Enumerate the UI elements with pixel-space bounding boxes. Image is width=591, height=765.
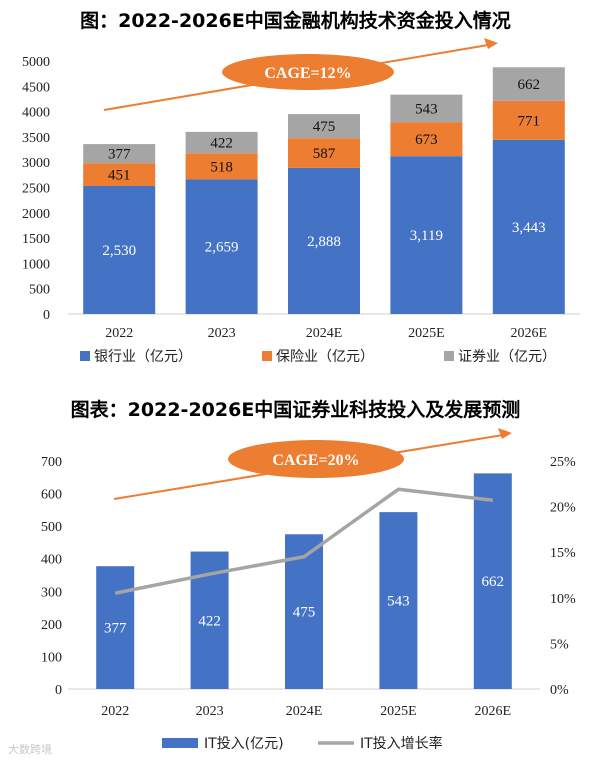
data-label: 2,659 (205, 240, 239, 256)
data-label: 422 (198, 613, 221, 629)
bar-segment-bank (288, 167, 360, 314)
bar-segment-insurance (390, 122, 463, 157)
data-label: 771 (518, 113, 541, 129)
legend-label: 保险业（亿元） (276, 349, 374, 365)
x-tick-label: 2024E (286, 704, 323, 719)
legend-label: IT投入增长率 (360, 735, 443, 752)
y-tick-label: 500 (41, 520, 62, 535)
y-tick-label: 0 (43, 308, 50, 323)
bar-segment-insurance (492, 100, 565, 140)
trend-arrowhead (484, 38, 498, 49)
x-tick-label: 2026E (475, 704, 512, 719)
bar-it-investment (473, 473, 512, 689)
legend-swatch (262, 351, 272, 361)
y2-tick-label: 20% (550, 501, 576, 516)
chart1-title: 图：2022-2026E中国金融机构技术资金投入情况 (80, 10, 511, 32)
data-label: 377 (108, 147, 131, 163)
bar-segment-bank (185, 179, 258, 314)
y-tick-label: 2000 (22, 207, 50, 222)
bar-segment-insurance (185, 153, 258, 180)
bar-it-investment (379, 512, 418, 689)
data-label: 662 (482, 574, 505, 590)
bar-segment-bank (83, 185, 156, 314)
y-tick-label: 5000 (22, 55, 50, 70)
cage-ellipse (228, 440, 404, 478)
bar-segment-insurance (83, 163, 156, 186)
data-label: 475 (293, 605, 316, 621)
y-tick-label: 2500 (22, 182, 50, 197)
y-tick-label: 300 (41, 585, 62, 600)
data-label: 662 (518, 77, 541, 93)
chart1-stacked-bar: 0 500 1000 1500 2000 2500 3000 3500 4000 4500 5000… (22, 38, 580, 365)
cage-label: CAGE=20% (272, 452, 359, 469)
y-tick-label: 400 (41, 553, 62, 568)
data-label: 518 (210, 159, 233, 175)
bar-segment-securities (185, 131, 258, 154)
y-tick-label: 100 (41, 650, 62, 665)
y-tick-label: 3000 (22, 156, 50, 171)
y-tick-label: 600 (41, 488, 62, 503)
y2-tick-label: 25% (550, 455, 576, 470)
data-label: 543 (387, 594, 410, 610)
x-tick-label: 2024E (306, 326, 343, 341)
bar-segment-securities (83, 144, 156, 164)
data-label: 2,888 (307, 234, 341, 250)
chart2-title: 图表：2022-2026E中国证券业科技投入及发展预测 (70, 399, 521, 421)
growth-rate-line (114, 487, 494, 595)
legend-swatch (444, 351, 454, 361)
y-tick-label: 1500 (22, 232, 50, 247)
x-tick-label: 2022 (101, 704, 129, 719)
data-label: 543 (415, 101, 438, 117)
cage-label: CAGE=12% (264, 65, 351, 82)
data-label: 3,119 (410, 228, 443, 244)
data-label: 2,530 (102, 243, 136, 259)
legend-swatch (80, 351, 90, 361)
y2-tick-label: 0% (550, 683, 569, 698)
watermark: 大数跨境 (8, 743, 52, 756)
y2-tick-label: 10% (550, 592, 576, 607)
legend-label: 银行业（亿元） (94, 349, 192, 365)
data-label: 422 (210, 136, 233, 152)
bar-segment-bank (390, 156, 463, 314)
bar-segment-securities (492, 67, 565, 101)
data-label: 451 (108, 168, 131, 184)
bar-segment-bank (492, 139, 565, 314)
data-label: 475 (313, 119, 336, 135)
y2-tick-label: 15% (550, 546, 576, 561)
y-tick-label: 0 (55, 683, 62, 698)
x-tick-label: 2023 (196, 704, 224, 719)
y2-tick-label: 5% (550, 637, 569, 652)
bar-segment-securities (288, 114, 360, 139)
legend-swatch (162, 738, 198, 748)
bar-segment-insurance (288, 138, 360, 168)
y-tick-label: 500 (29, 283, 50, 298)
data-label: 673 (415, 132, 438, 148)
y-tick-label: 4500 (22, 80, 50, 95)
x-tick-label: 2023 (208, 326, 236, 341)
y-tick-label: 200 (41, 618, 62, 633)
data-label: 377 (104, 621, 127, 637)
y-tick-label: 3500 (22, 131, 50, 146)
cage-ellipse (222, 54, 394, 90)
x-tick-label: 2022 (105, 326, 133, 341)
x-tick-label: 2026E (511, 326, 548, 341)
data-label: 3,443 (512, 220, 546, 236)
chart2-bar-line: 0 100 200 300 400 500 600 700 0% 5% 10% 15% 20% 25% 37… (41, 428, 576, 752)
y-tick-label: 700 (41, 455, 62, 470)
y-tick-label: 4000 (22, 106, 50, 121)
data-label: 587 (313, 146, 336, 162)
bar-it-investment (96, 566, 135, 689)
bar-segment-securities (390, 94, 463, 123)
legend-label: IT投入(亿元) (204, 736, 284, 752)
x-tick-label: 2025E (380, 704, 417, 719)
x-tick-label: 2025E (408, 326, 445, 341)
trend-arrowhead (498, 428, 512, 439)
legend-label: 证券业（亿元） (458, 349, 556, 365)
y-tick-label: 1000 (22, 257, 50, 272)
